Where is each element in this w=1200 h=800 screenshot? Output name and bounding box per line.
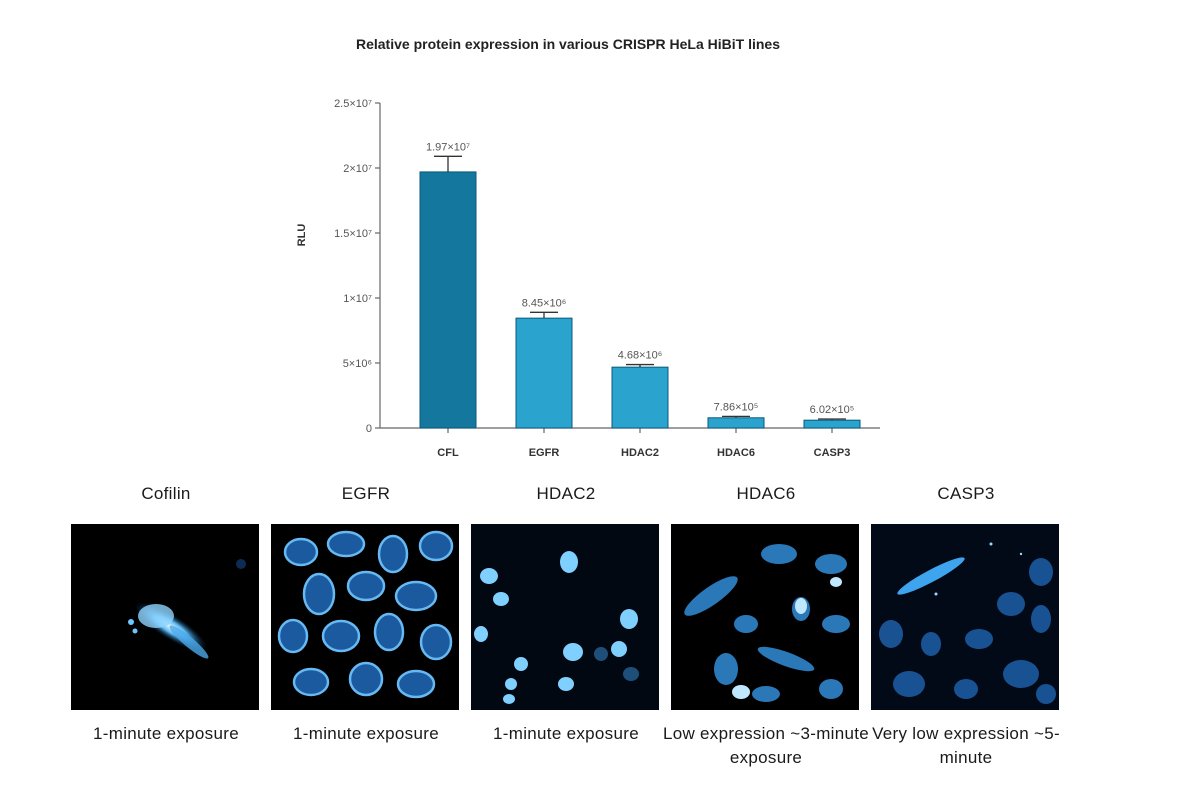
bar-cfl: [419, 171, 477, 429]
y-tick-label: 2×10⁷: [343, 163, 372, 175]
x-tick-label: CASP3: [814, 447, 851, 459]
y-tick-label: 5×10⁶: [343, 358, 372, 370]
panel-caption: 1-minute exposure: [293, 724, 439, 743]
x-tick-label: HDAC2: [621, 447, 659, 459]
bars: 1.97×10⁷ 8.45×10⁶ 4.68×10⁶ 7.86×10⁵ 6.02×10⁵: [419, 141, 861, 429]
micrograph-casp3: [871, 524, 1059, 710]
y-tick-label: 0: [366, 423, 372, 435]
micrograph-hdac6: [671, 524, 859, 710]
micrograph-hdac2: [471, 524, 659, 710]
data-label: 7.86×10⁵: [714, 401, 759, 413]
axes: 0 5×10⁶ 1×10⁷ 1.5×10⁷ 2×10⁷ 2.5×10⁷ CFL EGFR HDA…: [334, 98, 880, 459]
panel-caption: 1-minute exposure: [93, 724, 239, 743]
x-tick-label: HDAC6: [717, 447, 755, 459]
x-tick-label: EGFR: [529, 447, 560, 459]
chart-title: Relative protein expression in various C…: [356, 36, 780, 52]
data-label: 1.97×10⁷: [426, 141, 470, 153]
y-tick-label: 1.5×10⁷: [334, 228, 372, 240]
x-tick-label: CFL: [437, 447, 459, 459]
panel-caption: Low expression ~3-minute exposure: [662, 724, 870, 767]
panel-caption: 1-minute exposure: [493, 724, 639, 743]
y-axis-label: RLU: [296, 224, 308, 247]
bar-chart: Relative protein expression in various C…: [296, 36, 880, 459]
micrograph-cofilin: [71, 524, 259, 710]
panel-title: HDAC2: [536, 484, 596, 503]
bar-casp3: [803, 419, 861, 429]
panel-title: Cofilin: [141, 484, 191, 503]
panel-caption: Very low expression ~5-minute: [872, 724, 1060, 767]
panel-title: EGFR: [341, 484, 391, 503]
bar-hdac6: [707, 417, 765, 429]
data-label: 8.45×10⁶: [522, 297, 567, 309]
micrograph-egfr: [271, 524, 459, 710]
y-tick-label: 2.5×10⁷: [334, 98, 372, 110]
panel-title: CASP3: [937, 484, 995, 503]
bar-egfr: [515, 317, 573, 429]
data-label: 6.02×10⁵: [810, 404, 855, 416]
panel-title: HDAC6: [736, 484, 796, 503]
y-tick-label: 1×10⁷: [343, 293, 372, 305]
data-label: 4.68×10⁶: [618, 350, 663, 362]
bar-hdac2: [611, 366, 669, 429]
